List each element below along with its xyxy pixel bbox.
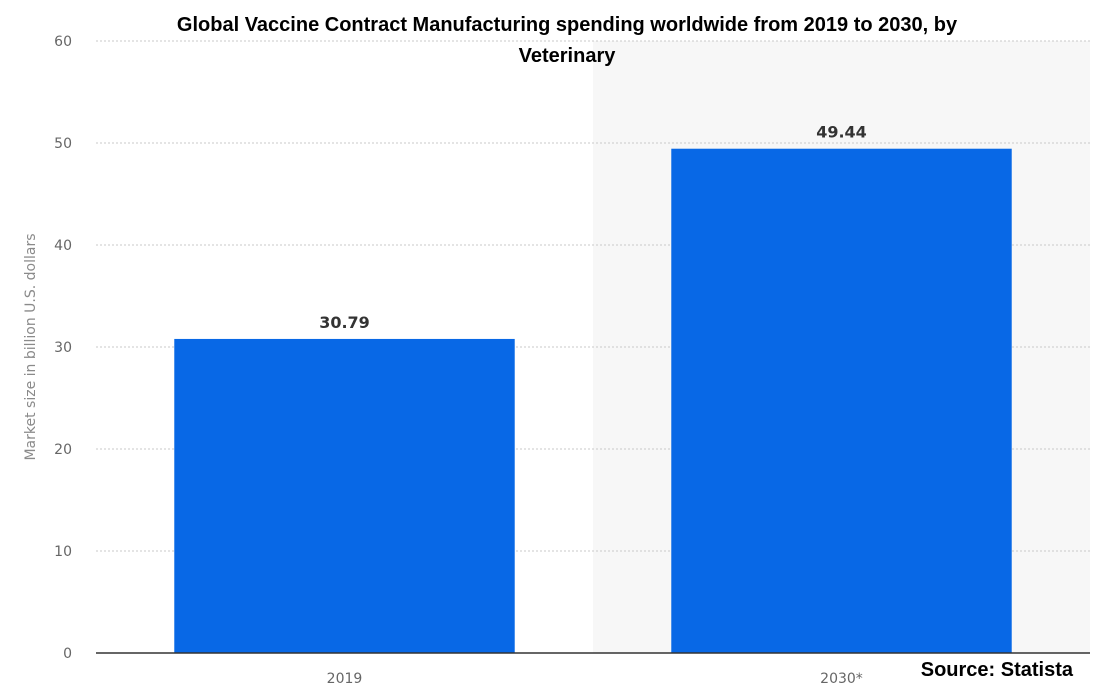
y-tick-label: 50 bbox=[54, 136, 72, 152]
y-axis-label: Market size in billion U.S. dollars bbox=[23, 233, 39, 460]
x-tick-label: 2019 bbox=[327, 671, 363, 687]
y-axis-ticks: 0 10 20 30 40 50 60 bbox=[54, 34, 72, 662]
data-label-2019: 30.79 bbox=[319, 313, 370, 332]
data-labels: 30.79 49.44 bbox=[319, 123, 867, 332]
x-tick-label: 2030* bbox=[820, 671, 863, 687]
x-axis-ticks: 2019 2030* bbox=[327, 671, 863, 687]
y-tick-label: 10 bbox=[54, 544, 72, 560]
bar-2030 bbox=[671, 148, 1012, 653]
source-label: Source: Statista bbox=[921, 659, 1074, 681]
y-tick-label: 0 bbox=[63, 646, 72, 662]
data-label-2030: 49.44 bbox=[816, 123, 867, 142]
y-tick-label: 60 bbox=[54, 34, 72, 50]
chart-title-line-2: Veterinary bbox=[519, 45, 617, 67]
chart-title-line-1: Global Vaccine Contract Manufacturing sp… bbox=[177, 14, 958, 36]
y-tick-label: 20 bbox=[54, 442, 72, 458]
y-tick-label: 30 bbox=[54, 340, 72, 356]
y-tick-label: 40 bbox=[54, 238, 72, 254]
bars bbox=[174, 148, 1012, 653]
bar-2019 bbox=[174, 338, 515, 653]
